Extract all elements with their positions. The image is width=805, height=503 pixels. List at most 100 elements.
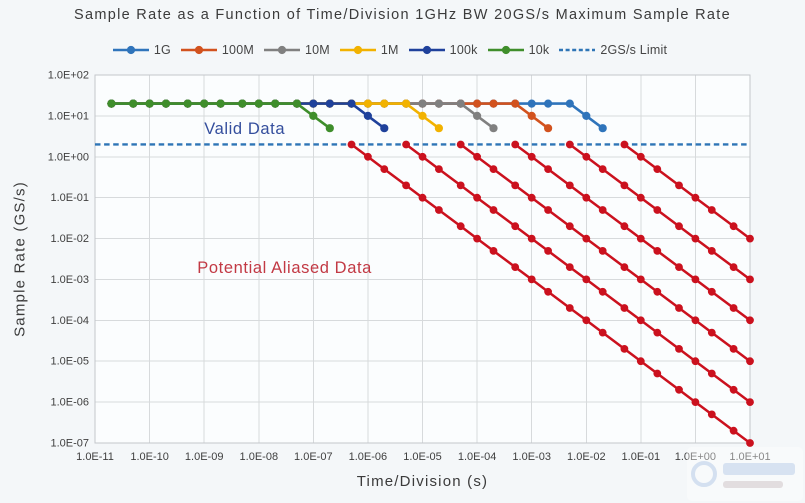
data-point — [473, 193, 481, 202]
data-point — [675, 304, 683, 312]
x-tick-label: 1.0E+00 — [675, 451, 716, 463]
data-point — [582, 234, 591, 243]
data-point — [620, 345, 629, 353]
y-tick-label: 1.0E-04 — [50, 315, 89, 327]
data-point — [691, 275, 700, 284]
legend-swatch-marker — [353, 45, 363, 55]
data-point — [544, 247, 552, 255]
series-100m-aliased — [565, 140, 754, 284]
legend-item-100m: 100M — [180, 43, 254, 57]
data-point — [145, 99, 154, 108]
x-tick-label: 1.0E-07 — [294, 451, 333, 463]
x-tick-label: 1.0E-02 — [567, 451, 606, 463]
legend-swatch-1g — [112, 45, 149, 55]
data-point — [675, 345, 683, 353]
data-point — [636, 152, 645, 161]
data-point — [544, 287, 552, 296]
data-point — [347, 99, 356, 108]
data-point — [107, 99, 116, 108]
data-point — [729, 263, 738, 271]
data-point — [565, 140, 574, 149]
data-point — [653, 369, 662, 378]
legend-label-100m: 100M — [221, 43, 254, 57]
data-point — [434, 99, 443, 108]
legend-item-1m: 1M — [339, 43, 399, 57]
chart-title: Sample Rate as a Function of Time/Divisi… — [74, 7, 731, 23]
data-point — [746, 439, 754, 447]
y-tick-label: 1.0E-02 — [50, 233, 89, 245]
data-point — [636, 193, 645, 202]
data-point — [636, 275, 645, 284]
legend-label-1g: 1G — [153, 43, 171, 57]
series-100k-aliased — [402, 140, 754, 406]
legend-label-100k: 100k — [449, 43, 478, 57]
legend-swatch-1m — [339, 45, 376, 55]
data-point — [707, 206, 716, 214]
data-point — [746, 275, 754, 284]
legend-item-100k: 100k — [408, 43, 478, 57]
legend-swatch-marker — [277, 45, 287, 55]
data-point — [544, 99, 553, 108]
data-point — [565, 99, 574, 108]
x-axis-title: Time/Division (s) — [356, 473, 489, 490]
data-point — [511, 222, 520, 231]
y-tick-label: 1.0E-07 — [50, 438, 89, 450]
data-point — [582, 152, 591, 161]
data-point — [489, 165, 498, 174]
data-point — [527, 234, 536, 243]
data-point — [544, 165, 552, 174]
data-point — [473, 152, 481, 161]
data-point — [598, 206, 607, 214]
data-point — [729, 426, 738, 435]
data-point — [565, 263, 574, 271]
data-point — [746, 357, 754, 366]
data-point — [325, 124, 334, 133]
y-tick-label: 1.0E+00 — [48, 151, 89, 163]
data-point — [527, 111, 536, 120]
data-point — [746, 316, 754, 325]
data-point — [363, 99, 372, 108]
data-point — [418, 193, 427, 202]
y-tick-label: 1.0E+02 — [48, 70, 89, 82]
data-point — [746, 234, 754, 243]
data-point — [511, 140, 520, 149]
data-point — [691, 234, 700, 243]
data-point — [402, 99, 411, 108]
data-point — [582, 111, 591, 120]
data-point — [653, 165, 662, 174]
data-point — [729, 222, 738, 231]
data-point — [380, 124, 389, 133]
data-point — [544, 206, 552, 214]
data-point — [183, 99, 192, 108]
data-point — [636, 316, 645, 325]
data-point — [309, 99, 318, 108]
data-point — [200, 99, 209, 108]
legend-label-2gsps-limit: 2GS/s Limit — [600, 43, 668, 57]
data-point — [473, 99, 482, 108]
series-1m-aliased — [456, 140, 754, 366]
data-point — [636, 357, 645, 366]
data-point — [598, 247, 607, 255]
data-point — [456, 181, 465, 190]
legend-item-2gsps-limit: 2GS/s Limit — [558, 43, 667, 57]
data-point — [402, 140, 410, 149]
legend-swatch-marker — [126, 45, 135, 55]
data-point — [418, 152, 427, 161]
data-point — [598, 328, 607, 337]
data-point — [161, 99, 171, 108]
data-point — [511, 99, 520, 108]
legend-label-10m: 10M — [304, 43, 330, 57]
x-tick-label: 1.0E+01 — [729, 451, 770, 463]
data-point — [527, 275, 536, 284]
y-tick-label: 1.0E-05 — [50, 356, 89, 368]
data-point — [598, 124, 607, 133]
series-10m-aliased — [511, 140, 754, 325]
data-point — [729, 345, 738, 353]
data-point — [434, 124, 443, 133]
legend-swatch-marker — [194, 45, 204, 55]
y-axis-title: Sample Rate (GS/s) — [11, 181, 29, 337]
x-tick-label: 1.0E-09 — [185, 451, 224, 463]
data-point — [363, 111, 372, 120]
x-tick-label: 1.0E-05 — [403, 451, 442, 463]
